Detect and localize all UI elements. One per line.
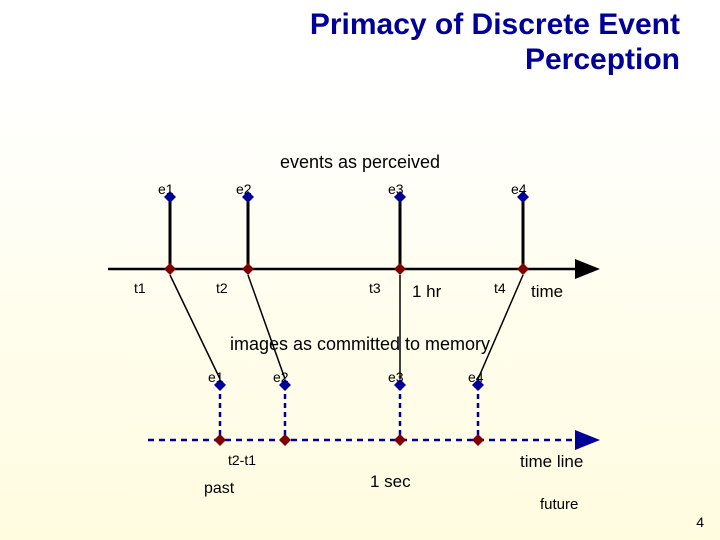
t3-label: t3: [369, 280, 381, 296]
interval-1hr: 1 hr: [412, 282, 441, 302]
e4-label-top: e4: [511, 181, 527, 197]
t2-label: t2: [216, 280, 228, 296]
e4-label-bottom: e4: [468, 369, 484, 385]
e1-label-bottom: e1: [208, 369, 224, 385]
e2-label-bottom: e2: [273, 369, 289, 385]
e2-label-top: e2: [236, 181, 252, 197]
past-label: past: [204, 480, 234, 498]
e1-label-top: e1: [158, 181, 174, 197]
t2t1-label: t2-t1: [228, 452, 256, 468]
slide-number: 4: [696, 514, 704, 530]
timeline-label: time line: [520, 452, 583, 472]
time-label-top: time: [531, 282, 563, 302]
t4-label: t4: [494, 280, 506, 296]
e3-label-top: e3: [388, 181, 404, 197]
onesec-label: 1 sec: [370, 472, 411, 492]
future-label: future: [540, 496, 578, 513]
t1-label: t1: [134, 280, 146, 296]
diagram-svg: [0, 0, 720, 540]
e3-label-bottom: e3: [388, 369, 404, 385]
